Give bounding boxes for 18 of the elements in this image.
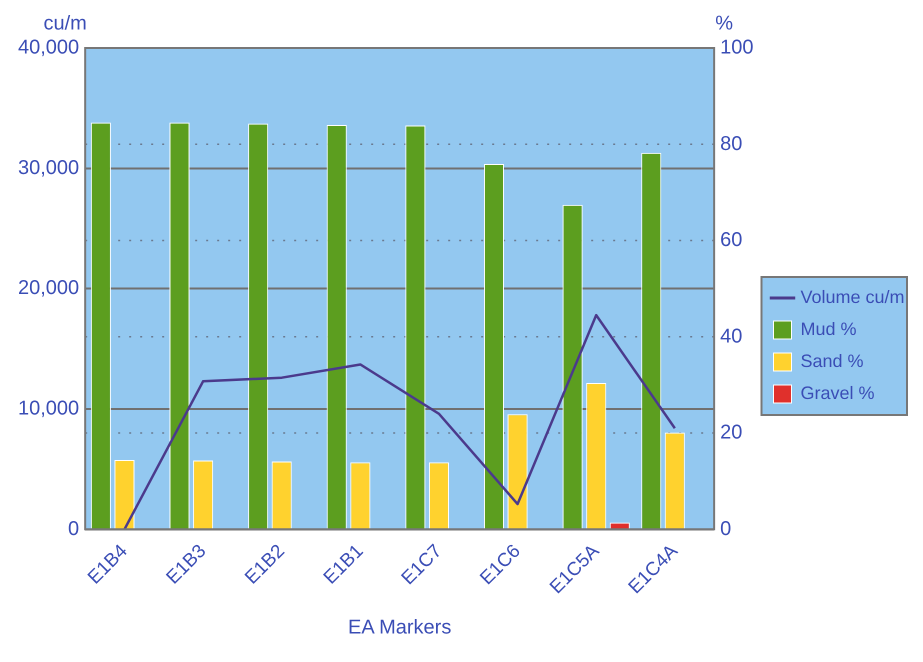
legend-label: Gravel % [800,382,875,403]
y2-tick-label: 20 [720,422,742,444]
y-tick-label: 30,000 [18,156,80,179]
y2-tick-label: 0 [720,518,732,540]
y2-tick-label: 40 [720,325,742,348]
y-tick-label: 40,000 [18,36,80,59]
legend-label: Sand % [800,350,864,371]
y-axis-title: cu/m [44,12,87,35]
x-axis-title: EA Markers [348,616,452,639]
y2-tick-label: 60 [720,229,742,252]
y-tick-label: 10,000 [18,398,80,420]
y-tick-label: 20,000 [18,277,80,300]
y2-axis-title: % [715,12,734,35]
y2-tick-label: 100 [720,36,754,59]
legend-label: Mud % [800,318,857,339]
legend-label: Volume cu/m [800,286,905,307]
y2-tick-label: 80 [720,132,742,155]
y-tick-label: 0 [68,518,80,540]
